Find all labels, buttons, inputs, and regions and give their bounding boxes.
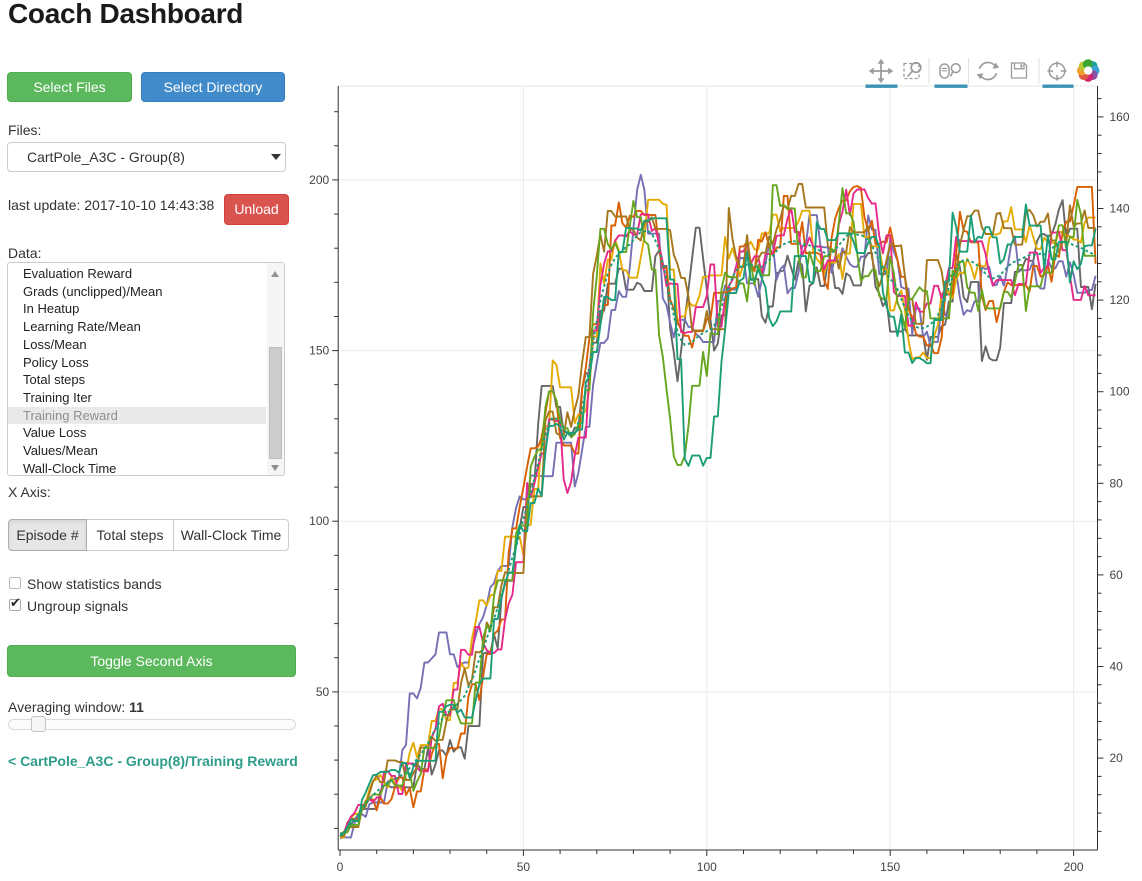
svg-text:200: 200: [309, 173, 329, 187]
svg-text:0: 0: [337, 860, 344, 874]
svg-text:100: 100: [697, 860, 717, 874]
svg-text:20: 20: [1110, 751, 1124, 765]
svg-text:160: 160: [1110, 110, 1130, 124]
svg-text:100: 100: [309, 514, 329, 528]
svg-text:50: 50: [517, 860, 531, 874]
svg-text:150: 150: [880, 860, 900, 874]
svg-text:140: 140: [1110, 202, 1130, 216]
svg-text:150: 150: [309, 344, 329, 358]
svg-text:60: 60: [1110, 568, 1124, 582]
svg-text:200: 200: [1064, 860, 1084, 874]
svg-text:50: 50: [316, 685, 330, 699]
svg-text:120: 120: [1110, 293, 1130, 307]
svg-text:80: 80: [1110, 476, 1124, 490]
svg-text:40: 40: [1110, 660, 1124, 674]
svg-text:100: 100: [1110, 385, 1130, 399]
